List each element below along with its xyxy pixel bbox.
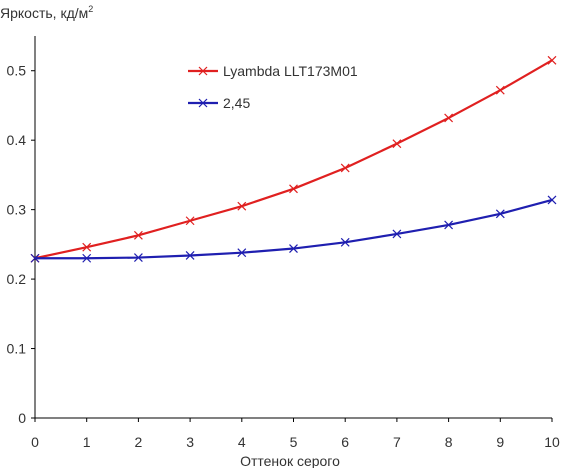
x-tick-label: 6 (341, 434, 349, 450)
series-line (35, 198, 553, 260)
data-point (547, 195, 557, 205)
data-point (237, 201, 247, 211)
x-tick-label: 7 (393, 434, 401, 450)
y-tick-label: 0 (18, 410, 26, 426)
y-tick-label: 0.3 (7, 202, 27, 218)
data-point (340, 237, 350, 247)
y-axis-label: Яркость, кд/м2 (0, 4, 93, 21)
series-group (30, 55, 557, 263)
x-tick-label: 3 (186, 434, 194, 450)
legend-marker (198, 98, 208, 108)
x-tick-label: 9 (496, 434, 504, 450)
data-point (340, 163, 350, 173)
legend-item: Lyambda LLT173M01 (188, 63, 358, 79)
y-tick-label: 0.2 (7, 271, 27, 287)
x-axis-label: Оттенок серого (240, 453, 340, 468)
data-point (444, 220, 454, 230)
data-point (444, 113, 454, 123)
data-point (30, 253, 40, 263)
y-ticks: 0 0.1 0.2 0.3 0.4 0.5 (7, 63, 35, 426)
data-point (392, 139, 402, 149)
legend-label: Lyambda LLT173M01 (223, 63, 358, 79)
data-point (82, 242, 92, 252)
y-tick-label: 0.1 (7, 341, 27, 357)
series-1 (30, 55, 557, 263)
data-point (133, 253, 143, 262)
legend: Lyambda LLT173M01 2,45 (188, 63, 358, 111)
legend-marker (198, 66, 208, 76)
data-point (289, 184, 298, 194)
data-point (185, 251, 195, 260)
data-point (392, 229, 402, 239)
x-tick-label: 1 (83, 434, 91, 450)
data-point (185, 216, 195, 226)
legend-item: 2,45 (188, 95, 250, 111)
data-point (495, 85, 505, 95)
x-tick-label: 8 (445, 434, 453, 450)
x-tick-label: 2 (135, 434, 143, 450)
x-tick-label: 4 (238, 434, 246, 450)
svg-text:Яркость, кд/м2: Яркость, кд/м2 (0, 4, 93, 21)
data-point (495, 209, 505, 219)
x-tick-label: 0 (31, 434, 39, 450)
x-tick-label: 10 (544, 434, 560, 450)
x-ticks: 0 1 2 3 4 5 6 7 8 9 10 (31, 418, 560, 450)
legend-label: 2,45 (223, 95, 250, 111)
axes (34, 36, 552, 419)
y-tick-label: 0.4 (7, 132, 27, 148)
data-point (237, 248, 247, 258)
series-line (34, 59, 553, 260)
series-2 (30, 195, 557, 263)
data-point (82, 253, 92, 263)
data-point (289, 244, 298, 253)
data-point (547, 55, 557, 65)
data-point (133, 230, 143, 240)
y-tick-label: 0.5 (7, 63, 27, 79)
y-axis-label-main: Яркость, кд/м (0, 5, 88, 21)
x-tick-label: 5 (290, 434, 298, 450)
y-axis-label-superscript: 2 (88, 4, 93, 14)
